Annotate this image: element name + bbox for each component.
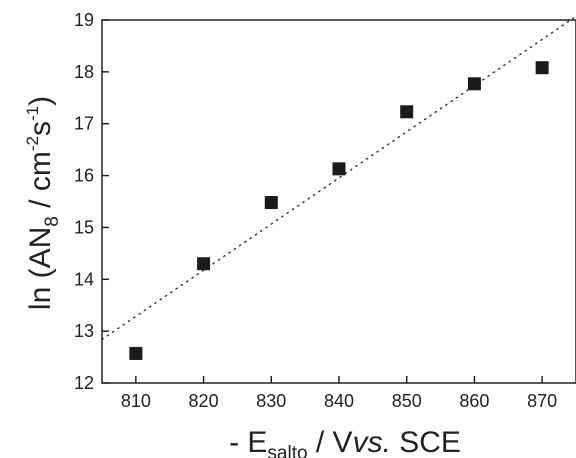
y-tick-label: 17 (74, 114, 94, 134)
x-tick-label: 850 (392, 391, 422, 411)
x-tick-label: 810 (121, 391, 151, 411)
fit-line (101, 15, 576, 341)
y-tick-label: 14 (74, 269, 94, 289)
y-tick-label: 15 (74, 217, 94, 237)
x-tick-label: 840 (324, 391, 354, 411)
x-axis-title: - Esalto / Vvs. SCE (229, 426, 461, 458)
x-tick-label: 870 (527, 391, 557, 411)
x-tick-label: 830 (256, 391, 286, 411)
x-tick-label: 820 (189, 391, 219, 411)
fit-line-layer (101, 15, 576, 341)
data-point (467, 77, 481, 91)
y-tick-label: 18 (74, 62, 94, 82)
data-point (264, 196, 278, 210)
y-axis-title: ln (AN8 / cm-2s-1) (23, 96, 63, 310)
y-tick-label: 16 (74, 166, 94, 186)
data-point (197, 257, 211, 271)
y-tick-label: 13 (74, 321, 94, 341)
y-tick-label: 12 (74, 373, 94, 393)
data-points-layer (129, 61, 549, 360)
y-tick-label: 19 (74, 10, 94, 30)
data-point (129, 346, 143, 360)
data-point (535, 61, 549, 75)
data-point (332, 162, 346, 176)
plot-frame (101, 19, 576, 384)
ticks-layer: 810 820 830 840 850 860 870 12 13 14 15 16 17 18 19 (74, 10, 557, 411)
x-tick-label: 860 (459, 391, 489, 411)
data-point (400, 105, 414, 119)
